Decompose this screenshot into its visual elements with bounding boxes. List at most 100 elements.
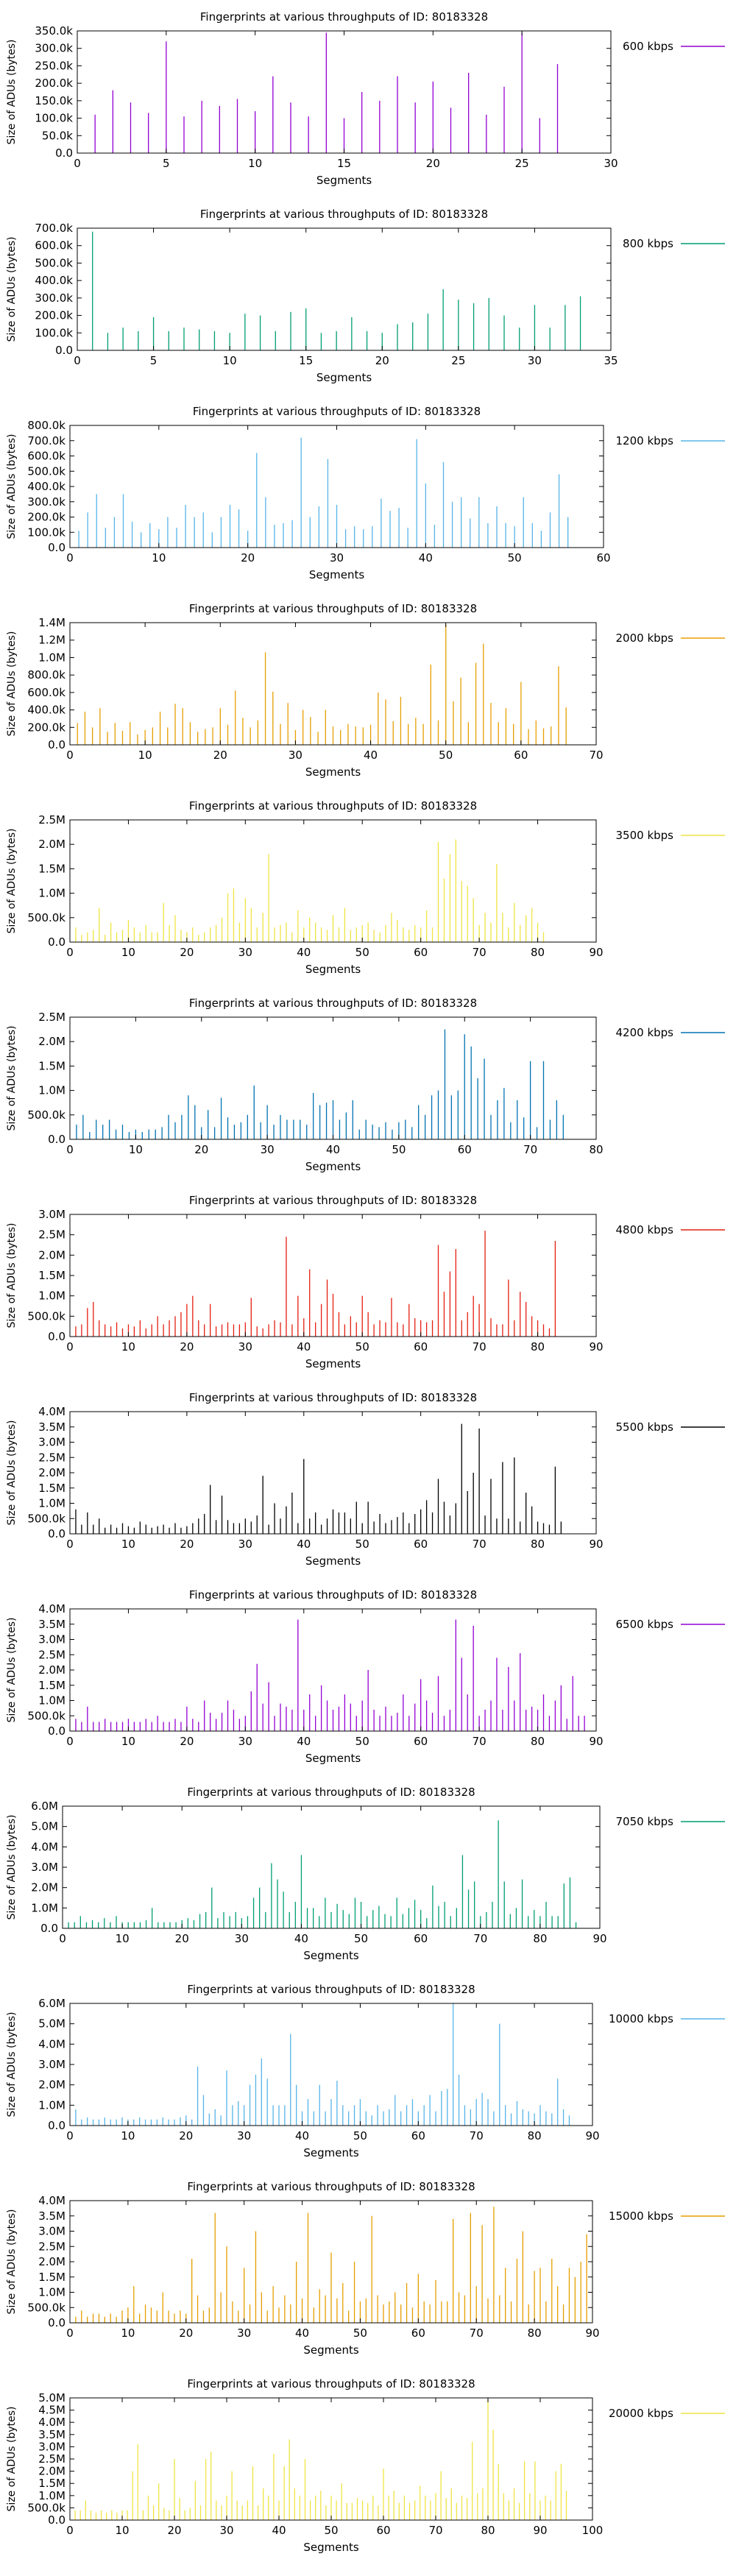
- x-tick-label: 0: [66, 2326, 74, 2340]
- y-tick-label: 3.0M: [38, 2225, 66, 2238]
- y-tick-label: 3.5M: [38, 1420, 66, 1434]
- y-tick-label: 400.0k: [27, 480, 66, 493]
- y-tick-label: 4.0M: [38, 2416, 66, 2429]
- x-tick-label: 10: [121, 1735, 135, 1748]
- y-axis-label: Size of ADUs (bytes): [6, 2012, 18, 2117]
- y-tick-label: 100.0k: [35, 112, 73, 125]
- x-tick-label: 0: [66, 2129, 74, 2142]
- x-tick-label: 0: [59, 1932, 66, 1945]
- x-tick-label: 70: [523, 1143, 537, 1156]
- legend-label: 20000 kbps: [609, 2407, 673, 2420]
- chart-panel-6: Fingerprints at various throughputs of I…: [6, 997, 725, 1173]
- legend-label: 5500 kbps: [616, 1420, 674, 1434]
- x-tick-label: 80: [481, 2524, 495, 2537]
- x-tick-label: 10: [121, 1538, 135, 1551]
- x-tick-label: 30: [219, 2524, 233, 2537]
- x-tick-label: 50: [355, 1735, 369, 1748]
- x-tick-label: 70: [473, 1538, 486, 1551]
- chart-title: Fingerprints at various throughputs of I…: [187, 1786, 475, 1799]
- y-tick-label: 4.0M: [38, 2194, 66, 2207]
- x-tick-label: 80: [589, 1143, 603, 1156]
- y-tick-label: 2.5M: [38, 2452, 66, 2466]
- y-tick-label: 300.0k: [27, 495, 66, 509]
- y-tick-label: 400.0k: [35, 274, 73, 287]
- x-tick-label: 60: [514, 749, 528, 762]
- x-tick-label: 70: [473, 1340, 486, 1354]
- y-tick-label: 3.5M: [38, 1618, 66, 1631]
- x-tick-label: 0: [66, 749, 74, 762]
- plot-frame: [69, 819, 597, 943]
- x-tick-label: 60: [414, 1340, 428, 1354]
- x-tick-label: 80: [533, 1932, 547, 1945]
- y-tick-label: 5.0M: [38, 2391, 66, 2405]
- x-tick-label: 40: [297, 1538, 311, 1551]
- y-tick-label: 4.0M: [38, 1602, 66, 1616]
- y-tick-label: 800.0k: [27, 668, 66, 682]
- y-tick-label: 1.5M: [38, 2271, 66, 2284]
- x-tick-label: 20: [180, 946, 194, 959]
- chart-title: Fingerprints at various throughputs of I…: [189, 997, 477, 1010]
- x-tick-label: 20: [241, 551, 255, 565]
- x-tick-label: 10: [116, 1932, 130, 1945]
- chart-title: Fingerprints at various throughputs of I…: [193, 405, 481, 418]
- chart-panel-9: Fingerprints at various throughputs of I…: [6, 1588, 725, 1765]
- x-tick-label: 25: [515, 157, 529, 170]
- x-tick-label: 20: [213, 749, 227, 762]
- y-tick-label: 0.0: [48, 1724, 66, 1738]
- chart-panel-2: Fingerprints at various throughputs of I…: [6, 208, 725, 384]
- x-tick-label: 60: [411, 2326, 425, 2340]
- x-tick-label: 50: [324, 2524, 338, 2537]
- y-tick-label: 3.0M: [31, 1861, 58, 1874]
- y-tick-label: 1.0M: [38, 1084, 66, 1097]
- y-tick-label: 600.0k: [35, 239, 73, 252]
- y-tick-label: 1.0M: [31, 1901, 58, 1914]
- x-tick-label: 10: [138, 749, 152, 762]
- legend-label: 4800 kbps: [616, 1223, 674, 1236]
- x-tick-label: 90: [585, 2129, 599, 2142]
- x-tick-label: 40: [297, 1735, 311, 1748]
- y-tick-label: 1.5M: [38, 1269, 66, 1282]
- y-axis-label: Size of ADUs (bytes): [6, 2407, 18, 2512]
- y-tick-label: 2.0M: [38, 2255, 66, 2268]
- y-tick-label: 0.0: [48, 1330, 66, 1343]
- y-tick-label: 600.0k: [27, 686, 66, 699]
- x-tick-label: 60: [414, 946, 428, 959]
- x-tick-label: 60: [376, 2524, 390, 2537]
- y-tick-label: 200.0k: [35, 309, 73, 322]
- x-tick-label: 70: [473, 1932, 487, 1945]
- x-tick-label: 90: [589, 1538, 603, 1551]
- y-tick-label: 2.0M: [38, 2465, 66, 2478]
- x-tick-label: 40: [297, 1340, 311, 1354]
- x-axis-label: Segments: [305, 765, 361, 779]
- chart-panel-8: Fingerprints at various throughputs of I…: [6, 1391, 725, 1568]
- y-tick-label: 6.0M: [31, 1800, 58, 1813]
- x-tick-label: 40: [294, 1932, 308, 1945]
- chart-title: Fingerprints at various throughputs of I…: [189, 1588, 477, 1602]
- y-axis-label: Size of ADUs (bytes): [6, 40, 18, 145]
- x-tick-label: 10: [115, 2524, 129, 2537]
- x-tick-label: 30: [235, 1932, 249, 1945]
- x-tick-label: 50: [508, 551, 522, 565]
- y-tick-label: 1.0M: [38, 2098, 66, 2112]
- x-tick-label: 15: [337, 157, 351, 170]
- legend-label: 3500 kbps: [616, 829, 674, 842]
- x-tick-label: 35: [604, 354, 618, 367]
- x-tick-label: 70: [473, 946, 486, 959]
- y-tick-label: 2.0M: [38, 1663, 66, 1677]
- y-axis-label: Size of ADUs (bytes): [6, 1026, 18, 1131]
- plot-frame: [69, 622, 597, 746]
- chart-title: Fingerprints at various throughputs of I…: [189, 602, 477, 615]
- y-tick-label: 2.5M: [38, 1228, 66, 1242]
- y-tick-label: 5.0M: [38, 2017, 66, 2031]
- x-tick-label: 10: [121, 946, 135, 959]
- x-tick-label: 40: [272, 2524, 286, 2537]
- y-tick-label: 500.0k: [27, 464, 66, 478]
- y-axis-label: Size of ADUs (bytes): [6, 1223, 18, 1328]
- x-tick-label: 80: [531, 1538, 545, 1551]
- x-tick-label: 30: [237, 2326, 251, 2340]
- y-tick-label: 300.0k: [35, 42, 73, 55]
- chart-title: Fingerprints at various throughputs of I…: [200, 10, 488, 24]
- x-tick-label: 10: [121, 1340, 135, 1354]
- x-tick-label: 50: [439, 749, 453, 762]
